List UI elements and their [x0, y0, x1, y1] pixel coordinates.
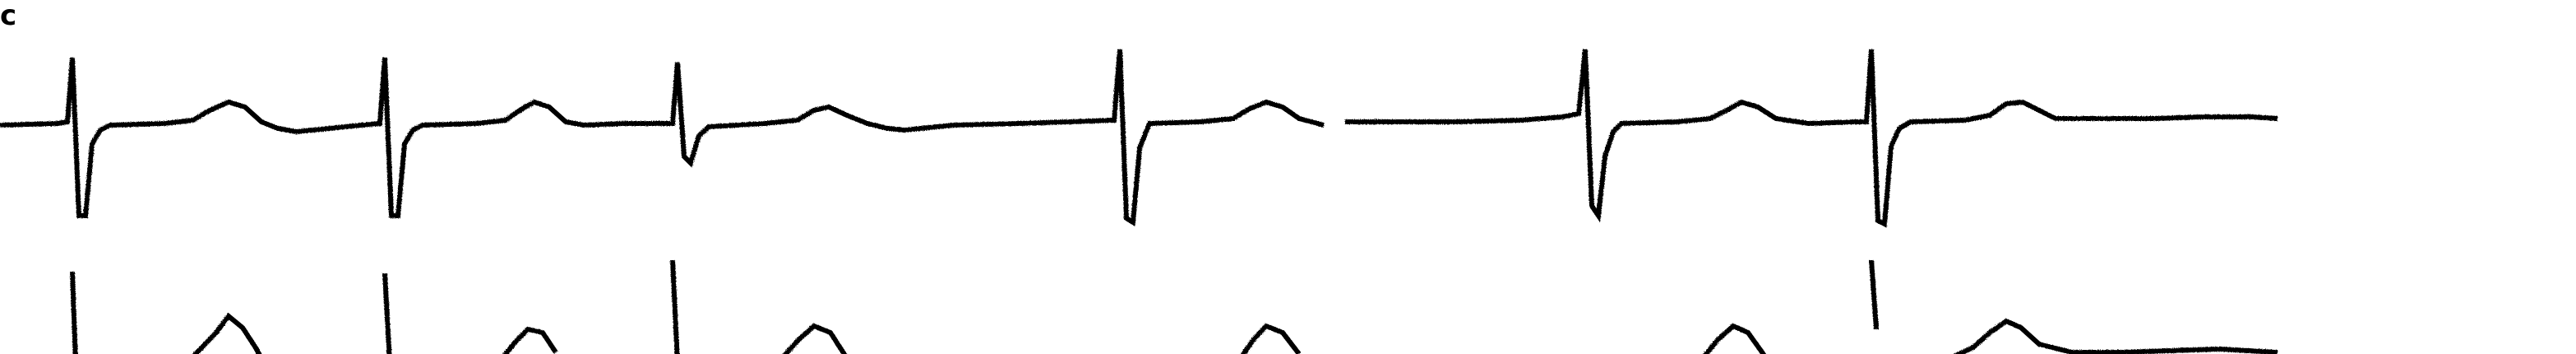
- panel-letter: c: [0, 0, 17, 32]
- ecg-trace-top: [0, 49, 2278, 228]
- ecg-trace-bottom: [70, 259, 2278, 354]
